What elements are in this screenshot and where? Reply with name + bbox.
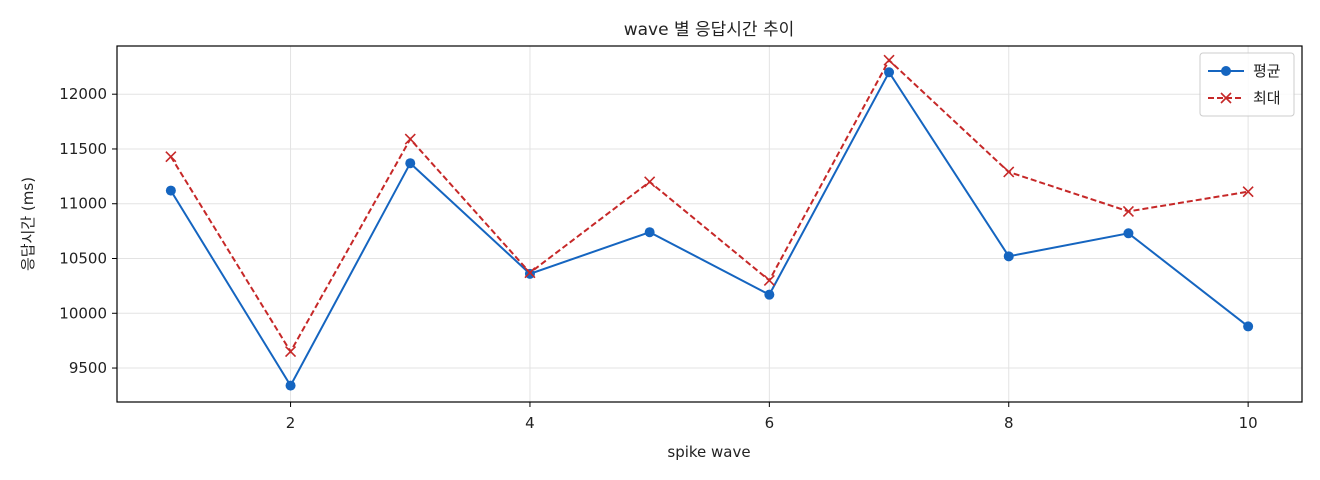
data-point	[763, 274, 775, 286]
data-point	[883, 54, 895, 66]
data-point	[165, 151, 177, 163]
legend-marker	[1221, 66, 1231, 76]
data-point	[764, 289, 775, 300]
data-point	[1122, 205, 1135, 217]
y-tick-label: 9500	[69, 359, 107, 377]
data-point	[404, 133, 416, 145]
y-tick-label: 11000	[59, 195, 107, 213]
chart-title: wave 별 응답시간 추이	[624, 20, 795, 40]
data-point	[644, 227, 655, 238]
data-point	[165, 185, 176, 196]
legend-label: 최대	[1253, 89, 1281, 107]
series-layer	[165, 54, 1254, 391]
data-point	[405, 158, 416, 169]
x-tick-label: 2	[286, 414, 296, 432]
x-tick-label: 4	[525, 414, 535, 432]
series-2	[165, 54, 1254, 358]
data-point	[285, 380, 296, 391]
y-tick-label: 11500	[59, 140, 107, 158]
legend-entry: 평균	[1208, 62, 1281, 80]
x-axis-label: spike wave	[667, 443, 750, 461]
data-point	[1003, 166, 1015, 178]
legend-entry: 최대	[1208, 89, 1281, 107]
data-point	[1242, 186, 1254, 198]
plot-frame	[116, 45, 1303, 403]
axes: 2 4 6 8 10 9500 10000 10500 11000 11500 12000	[59, 85, 1257, 432]
data-point	[1003, 251, 1014, 262]
y-tick-label: 10500	[59, 250, 107, 268]
data-point	[524, 267, 536, 279]
y-axis-label: 응답시간 (ms)	[19, 177, 37, 271]
x-tick-label: 8	[1004, 414, 1014, 432]
legend-label: 평균	[1253, 62, 1281, 80]
y-tick-label: 10000	[59, 304, 107, 322]
data-point	[1123, 228, 1134, 239]
series-line	[170, 70, 1249, 388]
data-point	[284, 346, 297, 358]
y-tick-label: 12000	[59, 85, 107, 103]
legend-marker	[1220, 92, 1232, 104]
series-line	[170, 58, 1249, 354]
data-point	[644, 176, 656, 188]
data-point	[1243, 321, 1254, 332]
data-point	[884, 67, 895, 78]
x-tick-label: 10	[1239, 414, 1258, 432]
x-tick-label: 6	[765, 414, 775, 432]
